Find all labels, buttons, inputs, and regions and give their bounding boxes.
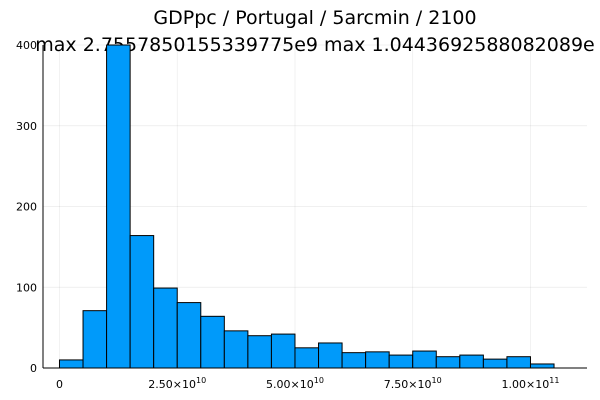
histogram-bar [129,235,155,369]
histogram-bar [412,350,437,369]
axes [42,45,587,369]
histogram-bar [388,354,414,369]
histogram-bar [153,287,178,369]
histogram-bars [58,44,555,369]
y-tick-label: 0 [30,362,37,375]
histogram-bar [270,333,296,369]
chart-title: GDPpc / Portugal / 5arcmin / 2100 [153,7,476,29]
histogram-bar [247,335,272,369]
y-tick-label: 100 [16,281,37,294]
histogram-bar [459,354,484,369]
histogram-bar [318,342,343,369]
grid-lines [43,44,587,369]
histogram-bar [435,356,461,369]
histogram-bar [223,330,249,369]
histogram-bar [200,315,225,369]
x-tick-labels: 0 2.50×1010 5.00×1010 7.50×1010 1.00×1011 [56,376,559,391]
histogram-bar [294,347,320,369]
x-tick-label: 2.50×1010 [148,376,206,391]
histogram-bar [529,363,555,369]
y-tick-labels: 0 100 200 300 400 [16,39,37,375]
histogram-bar [58,359,84,369]
x-tick-label: 0 [56,378,63,391]
histogram-bar [106,44,131,369]
histogram-bar [176,302,202,369]
x-tick-label: 5.00×1010 [266,376,324,391]
x-tick-label: 7.50×1010 [384,376,442,391]
histogram-bar [82,310,108,369]
chart-subtitle: max 2.7557850155339775e9 max 1.044369258… [35,34,594,56]
y-tick-label: 200 [16,201,37,214]
y-tick-label: 400 [16,39,37,52]
y-tick-label: 300 [16,120,37,133]
x-tick-label: 1.00×1011 [502,376,560,391]
histogram-bar [482,358,508,369]
histogram-bar [365,351,390,369]
histogram-bar [506,356,531,369]
histogram-bar [341,352,367,369]
